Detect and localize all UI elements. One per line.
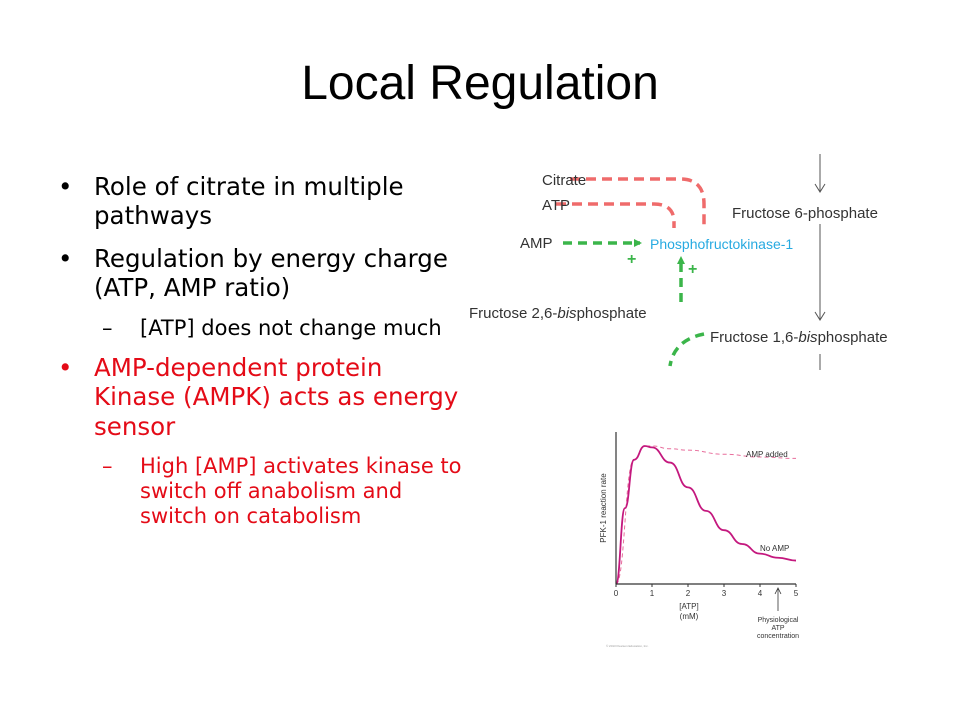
physiological-marker-arrowhead (774, 587, 782, 595)
x-tick-label: 5 (794, 589, 799, 598)
x-axis-label-line2: (mM) (680, 612, 699, 621)
f16bp-feedback-line (668, 332, 705, 367)
atp-label: ATP (542, 197, 570, 214)
series-line-no-amp (615, 445, 797, 585)
pfk1-regulation-diagram: Citrate ATP AMP Fructose 6-phosphate Pho… (469, 154, 888, 370)
x-tick-label: 1 (650, 589, 655, 598)
pfk1-rate-chart: 0 1 2 3 4 5 PFK-1 reaction rate [ATP] (mM) AM… (599, 432, 799, 648)
slide-title: Local Regulation (301, 57, 659, 110)
bullet-citrate: Role of citrate in multiple pathways (58, 172, 463, 231)
plus-amp: + (627, 251, 636, 268)
citrate-inhibition-line (570, 177, 706, 226)
bullet-ampk: AMP-dependent protein Kinase (AMPK) acts… (58, 353, 463, 441)
series-label-no-amp: No AMP (760, 544, 789, 553)
f6p-label: Fructose 6-phosphate (732, 205, 878, 222)
bullet-energy-charge: Regulation by energy charge (ATP, AMP ra… (58, 244, 463, 303)
subbullet-atp: [ATP] does not change much (58, 316, 463, 341)
pathway-arrow-top-head (814, 183, 826, 193)
annotation-line2: ATP (771, 625, 784, 632)
plus-f26bp: + (688, 261, 697, 278)
annotation-line1: Physiological (758, 617, 799, 624)
series-line-amp-added (615, 445, 797, 585)
citrate-label: Citrate (542, 172, 586, 189)
x-tick-label: 3 (722, 589, 727, 598)
copyright-credit: © 2013 Pearson Education, Inc. (606, 644, 649, 648)
enzyme-label: Phosphofructokinase-1 (650, 236, 793, 252)
x-axis-label-line1: [ATP] (679, 602, 698, 611)
y-axis-label: PFK-1 reaction rate (599, 473, 608, 543)
f16bp-label: Fructose 1,6-bisphosphate (710, 329, 888, 346)
amp-label: AMP (520, 235, 553, 252)
x-tick-label: 0 (614, 589, 619, 598)
x-tick-label: 2 (686, 589, 691, 598)
atp-inhibition-line (556, 202, 676, 228)
series-label-amp-added: AMP added (746, 450, 788, 459)
subbullet-amp: High [AMP] activates kinase to switch of… (58, 454, 463, 530)
x-tick-label: 4 (758, 589, 763, 598)
bullet-list: Role of citrate in multiple pathways Reg… (58, 172, 463, 541)
annotation-line3: concentration (757, 633, 799, 640)
f26bp-label: Fructose 2,6-bisphosphate (469, 305, 647, 322)
pathway-arrow-middle-head (814, 311, 826, 321)
